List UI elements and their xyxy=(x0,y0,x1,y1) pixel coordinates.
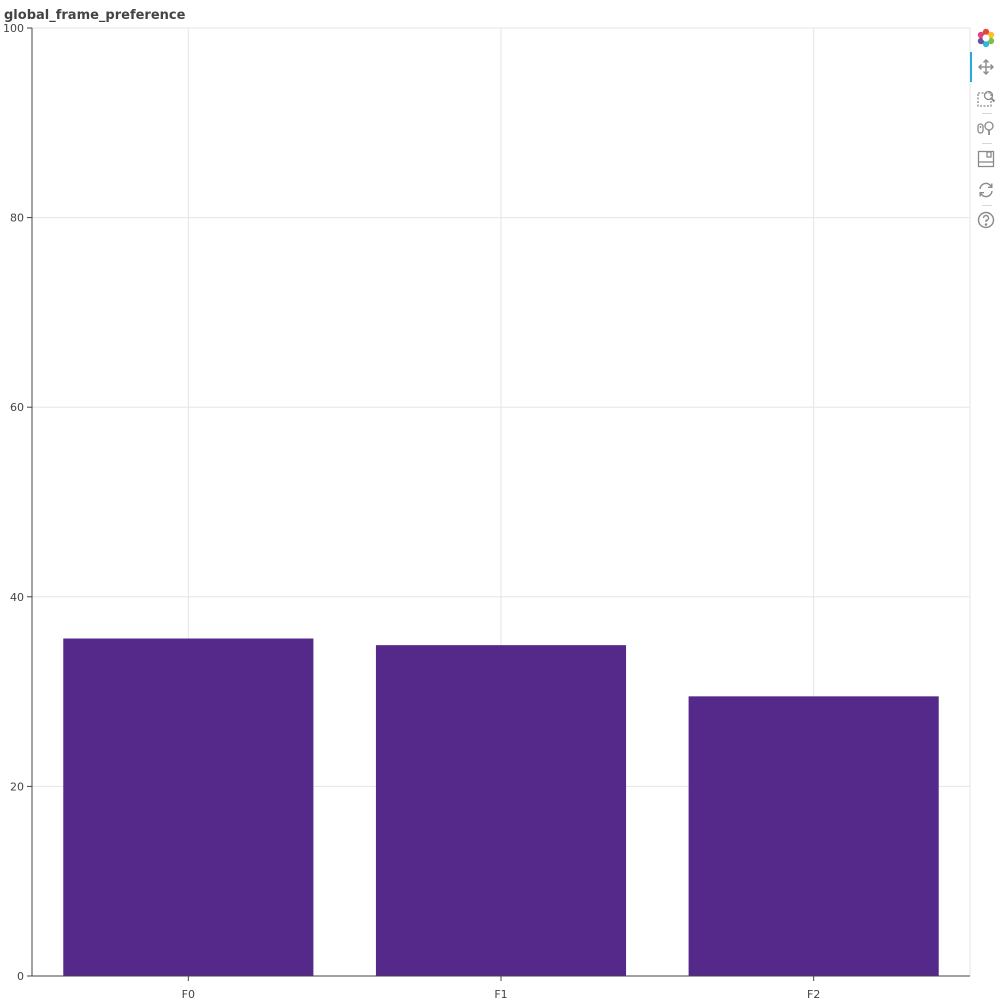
chart-title: global_frame_preference xyxy=(4,8,186,23)
y-tick-label: 40 xyxy=(10,591,24,604)
help-icon[interactable] xyxy=(976,210,996,230)
y-tick-label: 80 xyxy=(10,212,24,225)
toolbar-separator xyxy=(982,113,992,114)
bars xyxy=(63,638,939,976)
x-tick-label: F2 xyxy=(807,988,820,1000)
save-icon[interactable] xyxy=(976,149,996,169)
box-zoom-icon[interactable] xyxy=(976,88,996,108)
y-tick-label: 60 xyxy=(10,401,24,414)
y-tick-label: 0 xyxy=(17,970,24,983)
axes: 0 20 40 60 80 100 F0 F1 F2 xyxy=(3,22,970,1000)
bar-F1[interactable] xyxy=(375,645,627,976)
y-tick-label: 20 xyxy=(10,780,24,793)
bar-F2[interactable] xyxy=(688,696,939,976)
bokeh-logo-icon[interactable] xyxy=(976,28,996,48)
bar-F0[interactable] xyxy=(63,638,314,976)
wheel-zoom-icon[interactable] xyxy=(976,118,996,138)
x-tick-label: F1 xyxy=(494,988,507,1000)
y-tick-label: 100 xyxy=(3,22,24,35)
toolbar-separator xyxy=(982,143,992,144)
active-tool-indicator xyxy=(970,52,972,82)
toolbar-separator xyxy=(982,205,992,206)
pan-icon[interactable] xyxy=(976,57,996,77)
x-tick-label: F0 xyxy=(182,988,195,1000)
reset-icon[interactable] xyxy=(976,180,996,200)
